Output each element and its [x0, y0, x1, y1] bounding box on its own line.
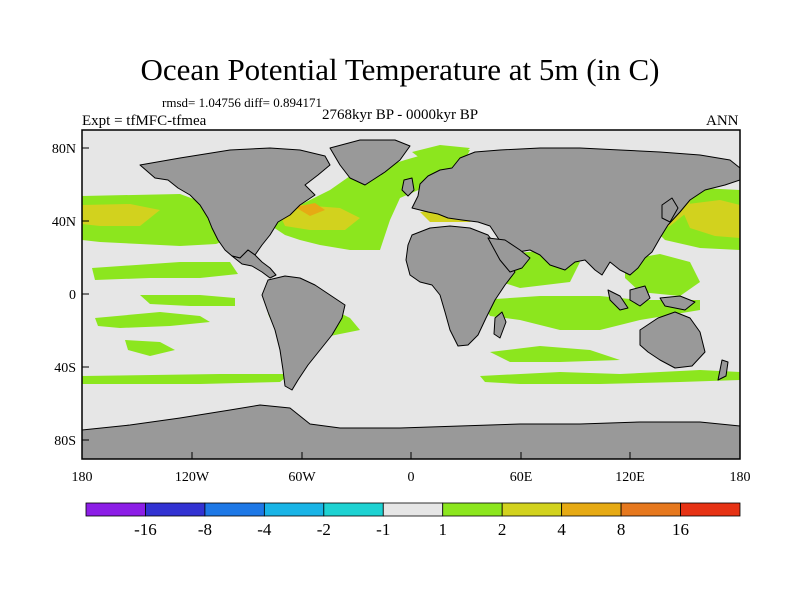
- colorbar-label: 8: [617, 520, 626, 539]
- landmass-central-america: [231, 249, 277, 279]
- colorbar-label: -2: [317, 520, 331, 539]
- colorbar-labels: -16 -8 -4 -2 -1 1 2 4 8 16: [134, 520, 689, 539]
- colorbar-label: 1: [438, 520, 447, 539]
- landmass-british-isles: [401, 177, 415, 197]
- colorbar-swatch: [85, 502, 146, 517]
- colorbar-label: -8: [198, 520, 212, 539]
- lon-tick-marks: [81, 452, 741, 459]
- antarctic-coastline: [82, 404, 740, 431]
- lon-label: 180: [730, 470, 751, 485]
- anomaly-patch-arctic-atlantic: [412, 145, 470, 162]
- anomaly-patch-gulf-stream-warm: [280, 205, 360, 230]
- colorbar-label: 2: [498, 520, 507, 539]
- anomaly-patch-south-pacific-band: [82, 374, 290, 384]
- lat-tick-marks: [82, 147, 89, 441]
- colorbar: [85, 502, 741, 517]
- anomaly-patch-south-indian-band: [480, 370, 740, 384]
- anomaly-patch-pacific-tropics: [92, 262, 238, 280]
- landmass-north-america: [139, 147, 331, 259]
- colorbar-label: -1: [376, 520, 390, 539]
- anomaly-patch-north-pacific-warm: [82, 204, 160, 226]
- period-label: 2768kyr BP - 0000kyr BP: [322, 107, 479, 123]
- colorbar-swatch: [561, 502, 622, 517]
- landmass-new-guinea: [659, 295, 696, 311]
- colorbar-label: -16: [134, 520, 157, 539]
- lat-label: 40S: [54, 361, 76, 376]
- landmass-borneo: [629, 285, 651, 307]
- landmass-madagascar: [493, 311, 507, 339]
- landmass-new-zealand: [717, 359, 729, 381]
- anomaly-patch-gulf-stream-hot: [295, 203, 325, 216]
- lon-label: 0: [408, 470, 415, 485]
- lat-label: 80N: [52, 142, 76, 157]
- colorbar-swatch: [145, 502, 206, 517]
- landmass-arabia: [487, 237, 531, 273]
- colorbar-swatch: [204, 502, 265, 517]
- landmass-japan: [661, 197, 679, 223]
- landmass-antarctica: [82, 405, 740, 459]
- experiment-label: Expt = tfMFC-tfmea: [82, 113, 207, 129]
- land-masses: [82, 139, 740, 459]
- colorbar-label: 16: [672, 520, 689, 539]
- landmass-south-america: [261, 275, 346, 391]
- lat-label: 0: [69, 288, 76, 303]
- lat-label: 40N: [52, 215, 76, 230]
- colorbar-label: 4: [557, 520, 566, 539]
- colorbar-swatch: [323, 502, 384, 517]
- lon-label: 120E: [615, 470, 645, 485]
- anomaly-patch-south-pacific-sw: [125, 340, 175, 356]
- anomaly-patch-equatorial-pacific: [140, 295, 235, 306]
- colorbar-swatch: [382, 502, 444, 517]
- anomaly-patch-west-pacific: [625, 254, 700, 296]
- lon-label: 180: [72, 470, 93, 485]
- landmass-greenland: [329, 139, 411, 186]
- anomaly-patch-indian-ocean: [480, 296, 700, 330]
- season-label: ANN: [706, 113, 739, 129]
- lat-label: 80S: [54, 434, 76, 449]
- colorbar-swatch: [680, 502, 741, 517]
- landmass-sumatra: [607, 289, 629, 311]
- map-title: Ocean Potential Temperature at 5m (in C): [140, 52, 660, 87]
- anomaly-patch-south-pacific: [95, 312, 210, 328]
- colorbar-swatch: [501, 502, 563, 517]
- anomaly-patch-southern-ocean-indian: [490, 346, 620, 362]
- stats-text: rmsd= 1.04756 diff= 0.894171: [162, 95, 322, 110]
- landmass-africa: [405, 225, 516, 347]
- lon-label: 120W: [175, 470, 210, 485]
- colorbar-label: -4: [257, 520, 272, 539]
- colorbar-swatch: [263, 502, 325, 517]
- anomaly-patch-pacific-east-warm: [680, 200, 740, 238]
- map-layers: [82, 130, 740, 459]
- lon-label: 60E: [510, 470, 533, 485]
- colorbar-swatch: [620, 502, 681, 517]
- lon-label: 60W: [288, 470, 316, 485]
- landmass-australia: [639, 311, 706, 369]
- colorbar-swatch: [442, 502, 503, 517]
